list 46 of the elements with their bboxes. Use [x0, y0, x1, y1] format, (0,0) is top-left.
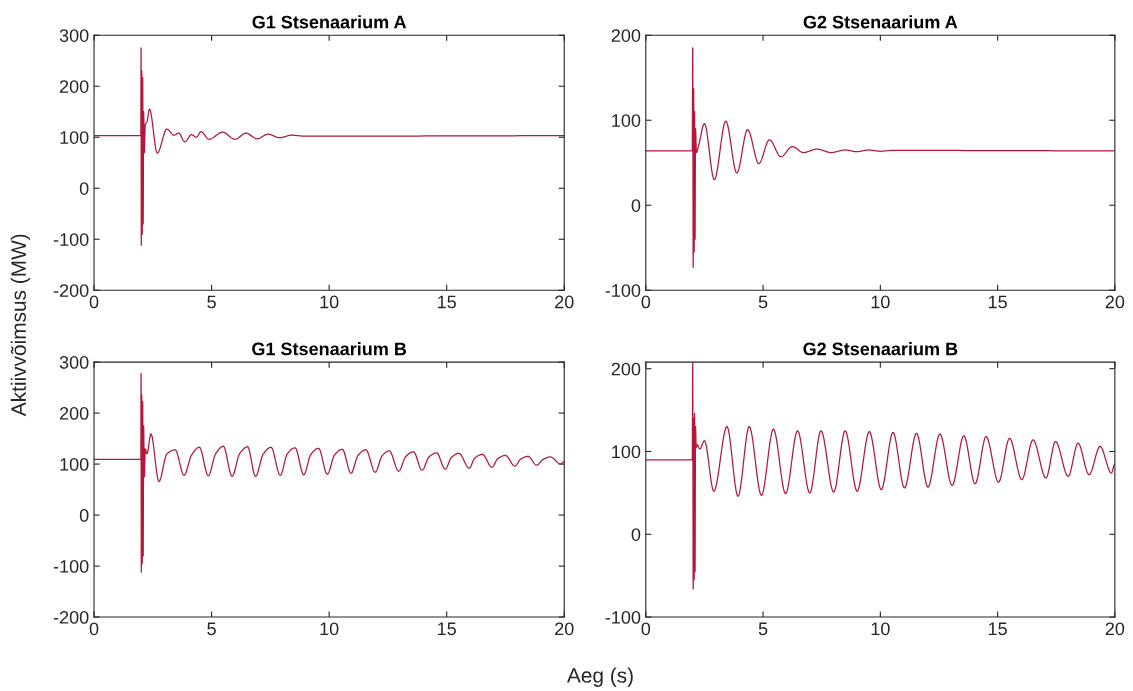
- chart-title: G2 Stsenaarium A: [803, 15, 958, 29]
- x-tick-label: 10: [871, 622, 890, 636]
- x-tick-label: 0: [89, 295, 99, 309]
- x-tick-label: 0: [641, 295, 651, 309]
- y-tick-label: -200: [53, 611, 89, 624]
- x-tick-label: 10: [871, 295, 890, 309]
- y-tick-label: 200: [611, 362, 641, 376]
- x-tick-label: 20: [1105, 295, 1125, 309]
- y-tick-label: -100: [605, 611, 641, 624]
- y-tick-label: 200: [59, 407, 89, 420]
- y-tick-label: 0: [79, 182, 89, 195]
- x-tick-label: 5: [758, 622, 768, 636]
- x-tick-label: 20: [1105, 622, 1125, 636]
- y-tick-label: 0: [631, 528, 641, 541]
- x-tick-label: 0: [641, 622, 651, 636]
- y-tick-label: 200: [59, 80, 89, 93]
- x-tick-label: 10: [320, 295, 339, 309]
- y-tick-label: 100: [612, 114, 641, 127]
- chart-title: G1 Stsenaarium A: [252, 15, 407, 29]
- y-tick-label: -100: [53, 233, 89, 246]
- x-tick-label: 20: [555, 295, 574, 309]
- y-tick-label: 0: [79, 509, 89, 522]
- y-tick-label: -200: [53, 284, 89, 297]
- y-tick-label: 0: [631, 199, 641, 212]
- x-tick-label: 5: [207, 295, 216, 309]
- x-tick-label: 10: [320, 622, 339, 636]
- x-tick-label: 15: [988, 295, 1007, 309]
- y-tick-label: 300: [59, 29, 89, 42]
- x-tick-label: 15: [988, 622, 1007, 636]
- y-tick-label: 100: [612, 445, 641, 459]
- x-tick-label: 0: [89, 622, 99, 636]
- x-tick-label: 5: [758, 295, 768, 309]
- y-tick-label: 300: [59, 356, 89, 369]
- x-tick-label: 15: [438, 622, 456, 636]
- y-tick-label: 200: [611, 29, 641, 42]
- y-tick-label: 100: [60, 458, 89, 471]
- x-tick-label: 15: [438, 295, 456, 309]
- chart-title: G1 Stsenaarium B: [252, 342, 407, 356]
- y-tick-label: -100: [605, 284, 641, 297]
- y-tick-label: 100: [60, 131, 89, 144]
- x-tick-label: 20: [555, 622, 574, 636]
- chart-title: G2 Stsenaarium B: [803, 342, 958, 356]
- y-axis-title: Aktiivvõimsus (MW): [10, 234, 31, 417]
- y-tick-label: -100: [53, 560, 89, 573]
- x-axis-title: Aeg (s): [566, 667, 633, 687]
- x-tick-label: 5: [207, 622, 216, 636]
